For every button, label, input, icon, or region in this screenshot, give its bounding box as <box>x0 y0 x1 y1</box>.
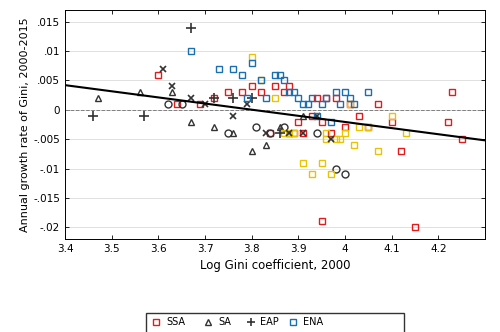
Legend: SSA, MENA, SA, LAC, EAP, ECA, ENA, Conv.speed: 1% p.a: SSA, MENA, SA, LAC, EAP, ECA, ENA, Conv.… <box>146 313 404 332</box>
Y-axis label: Annual growth rate of Gini, 2000-2015: Annual growth rate of Gini, 2000-2015 <box>20 17 30 232</box>
X-axis label: Log Gini coefficient, 2000: Log Gini coefficient, 2000 <box>200 259 350 273</box>
